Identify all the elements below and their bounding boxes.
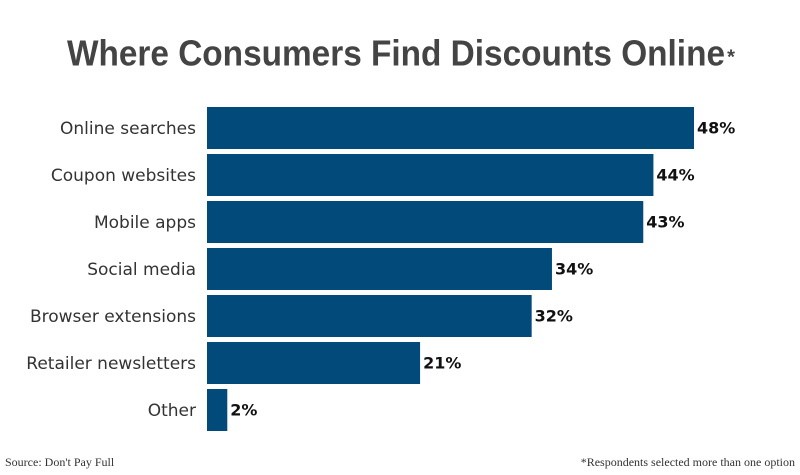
chart-title: Where Consumers Find Discounts Online [67,33,725,74]
category-label: Retailer newsletters [26,354,196,374]
bar [207,295,532,337]
source: Source: Don't Pay Full [5,455,115,469]
value-label: 44% [656,166,694,185]
value-label: 34% [555,260,593,279]
value-label: 21% [423,354,461,373]
category-label: Online searches [60,119,196,139]
category-label: Mobile apps [94,213,196,233]
value-label: 48% [697,119,735,138]
category-label: Browser extensions [30,307,196,327]
bar [207,248,552,290]
bar [207,154,654,196]
value-label: 32% [535,307,573,326]
bar [207,201,644,243]
value-label: 2% [230,401,257,420]
value-label: 43% [646,213,684,232]
category-label: Other [148,401,196,421]
bar [207,107,694,149]
bar [207,342,421,384]
category-label: Coupon websites [51,166,196,186]
category-label: Social media [87,260,196,280]
bar [207,389,228,431]
title-mark: * [727,46,735,68]
footnote: *Respondents selected more than one opti… [581,455,795,469]
